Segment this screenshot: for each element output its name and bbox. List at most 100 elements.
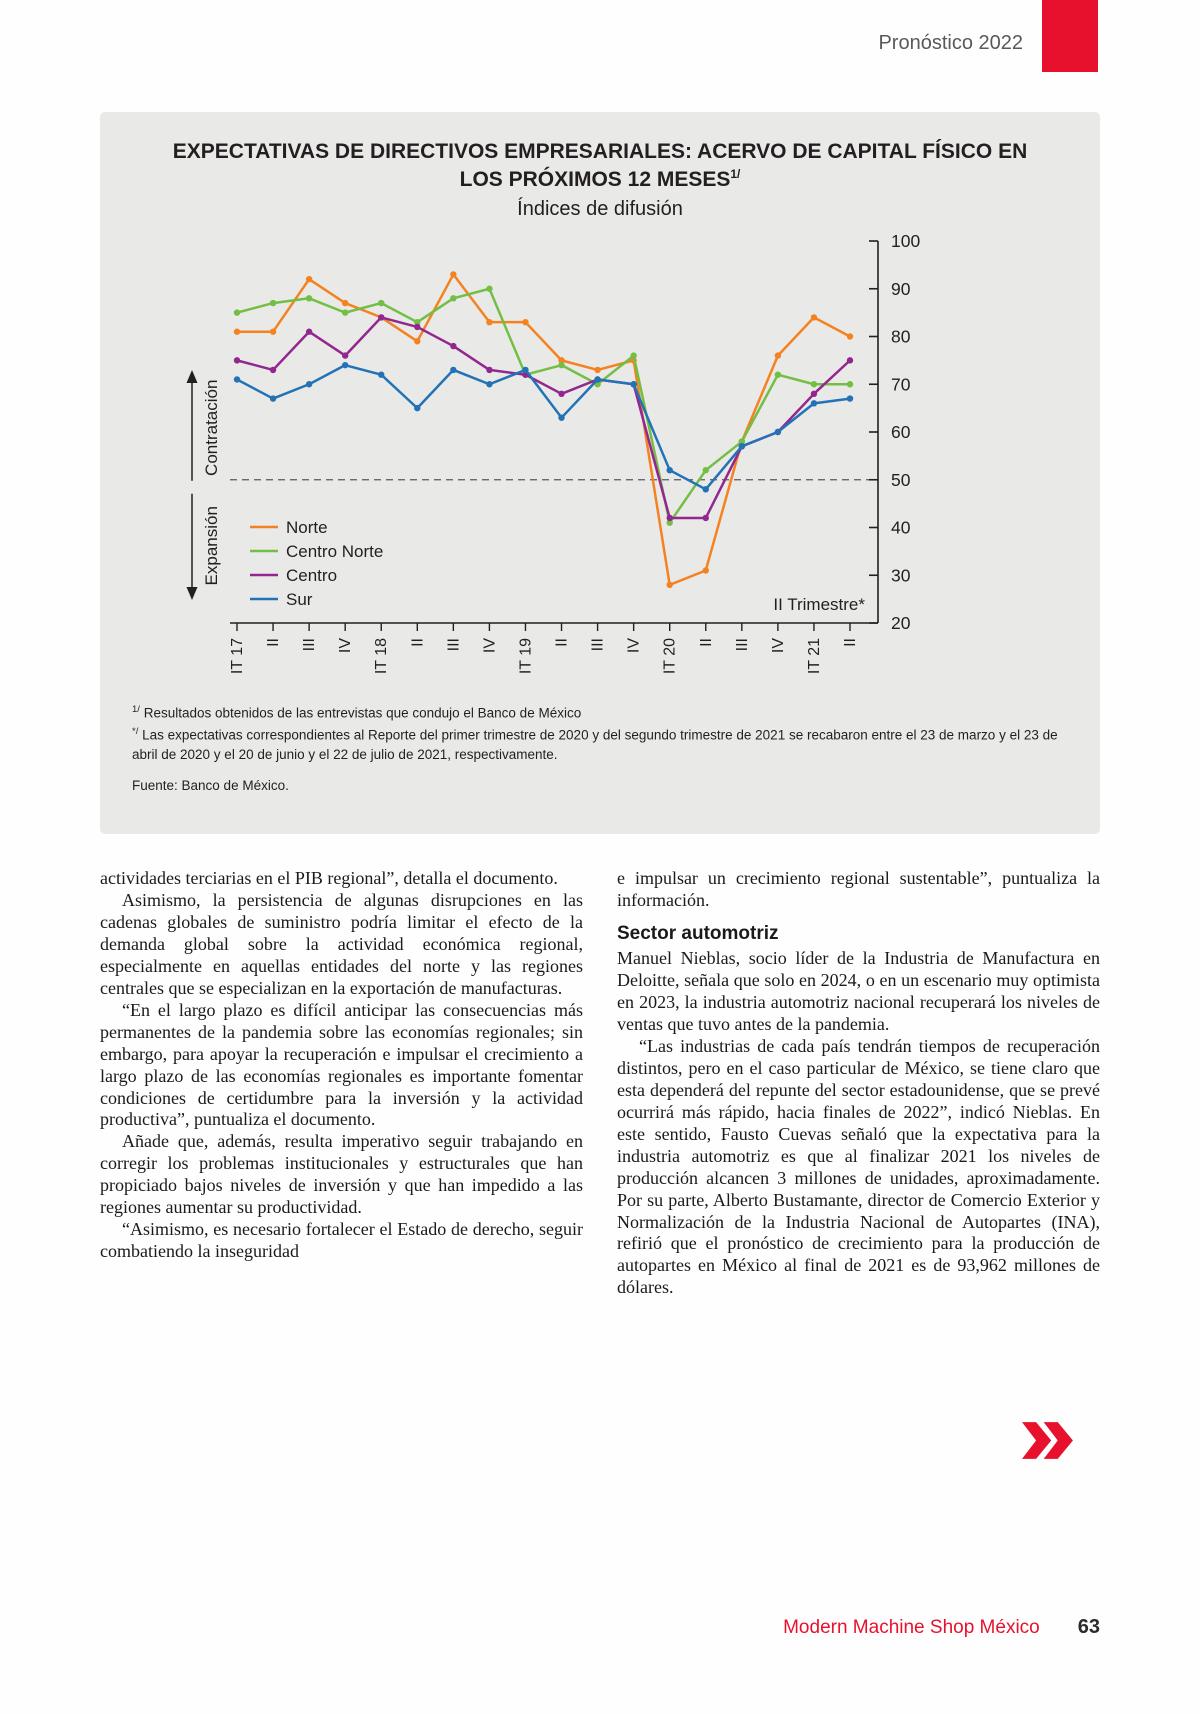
- y-tick-label: 70: [891, 374, 911, 394]
- data-point: [846, 332, 854, 340]
- data-point: [269, 366, 277, 373]
- data-point: [305, 275, 313, 283]
- data-point: [810, 313, 818, 321]
- y-tick-label: 20: [891, 613, 911, 633]
- data-point: [486, 380, 493, 388]
- page-number: 63: [1077, 1616, 1100, 1638]
- x-tick-label: II: [842, 638, 859, 647]
- series-line-centro: [235, 315, 852, 519]
- data-point: [594, 366, 601, 373]
- data-point: [522, 318, 529, 326]
- data-point: [522, 366, 529, 373]
- footnote-2: */ Las expectativas correspondientes al …: [132, 725, 1068, 765]
- data-point: [450, 366, 457, 373]
- data-point: [666, 581, 673, 588]
- data-point: [630, 380, 637, 388]
- data-point: [558, 414, 565, 421]
- chart-panel: EXPECTATIVAS DE DIRECTIVOS EMPRESARIALES…: [100, 112, 1100, 834]
- data-point: [630, 352, 637, 359]
- body-paragraph: “Asimismo, es necesario fortalecer el Es…: [100, 1219, 583, 1262]
- article-column-right: e impulsar un crecimiento regional suste…: [617, 868, 1100, 1299]
- x-tick-label: IV: [770, 637, 787, 652]
- series-line-norte: [235, 272, 852, 586]
- footnote-2-text: Las expectativas correspondientes al Rep…: [132, 727, 1058, 762]
- body-paragraph: Añade que, además, resulta imperativo se…: [100, 1131, 583, 1218]
- data-point: [702, 566, 709, 574]
- data-point: [450, 270, 457, 278]
- data-point: [414, 404, 421, 412]
- contratacion-label: Contratación: [202, 379, 221, 475]
- y-tick-label: 90: [891, 278, 911, 298]
- quarter-annotation: II Trimestre*: [773, 595, 865, 614]
- data-point: [233, 309, 241, 316]
- body-paragraph: “En el largo plazo es difícil anticipar …: [100, 999, 583, 1130]
- data-point: [846, 395, 854, 402]
- data-point: [846, 356, 854, 364]
- source-line: Fuente: Banco de México.: [132, 778, 289, 794]
- data-point: [846, 380, 854, 388]
- data-point: [233, 328, 241, 335]
- body-paragraph: actividades terciarias en el PIB regiona…: [100, 868, 558, 888]
- data-point: [486, 318, 493, 326]
- article-column-left: actividades terciarias en el PIB regiona…: [100, 868, 583, 1299]
- data-point: [486, 366, 493, 373]
- x-tick-label: IT 18: [373, 638, 390, 674]
- section-heading-sector-automotriz: Sector automotriz: [617, 922, 779, 944]
- expansion-label: Expansión: [202, 506, 221, 585]
- x-tick-label: IT 21: [806, 638, 823, 674]
- data-point: [486, 285, 493, 292]
- data-point: [738, 438, 746, 445]
- data-point: [558, 356, 565, 364]
- corner-accent-block: [1042, 0, 1098, 72]
- series-line-sur: [235, 363, 852, 491]
- footnote-1-marker: 1/: [132, 703, 140, 715]
- data-point: [810, 399, 818, 407]
- data-point: [702, 514, 709, 521]
- arrow-down-icon: [186, 586, 198, 600]
- chevron-icon: [1022, 1422, 1052, 1459]
- data-point: [233, 375, 241, 383]
- x-tick-label: III: [445, 638, 462, 651]
- y-tick-label: 50: [891, 469, 911, 489]
- x-tick-label: II: [554, 638, 571, 647]
- x-tick-label: III: [301, 638, 318, 651]
- legend-label: Centro: [286, 566, 337, 585]
- data-point: [378, 299, 385, 306]
- data-point: [594, 375, 601, 383]
- data-point: [702, 466, 709, 474]
- x-tick-label: II: [698, 638, 715, 647]
- chart-subtitle: Índices de difusión: [517, 197, 683, 220]
- footnote-2-marker: */: [132, 725, 139, 737]
- data-point: [378, 371, 385, 378]
- footnote-1-text: Resultados obtenidos de las entrevistas …: [139, 705, 582, 721]
- data-point: [702, 485, 709, 493]
- data-point: [414, 318, 421, 326]
- body-paragraph: Manuel Nieblas, socio líder de la Indust…: [617, 948, 1100, 1034]
- data-point: [305, 294, 313, 302]
- data-point: [558, 390, 565, 397]
- data-point: [774, 371, 782, 378]
- x-tick-label: IV: [337, 637, 354, 652]
- data-point: [341, 361, 349, 369]
- data-point: [233, 356, 241, 364]
- data-point: [450, 294, 457, 302]
- y-tick-label: 40: [891, 517, 911, 537]
- y-tick-label: 30: [891, 565, 911, 585]
- data-point: [305, 328, 313, 335]
- data-point: [774, 352, 782, 359]
- body-paragraph: Asimismo, la persistencia de algunas dis…: [100, 889, 583, 998]
- data-point: [558, 361, 565, 369]
- y-tick-label: 60: [891, 422, 911, 442]
- page-footer: Modern Machine Shop México 63: [100, 1616, 1100, 1639]
- data-point: [269, 328, 277, 335]
- x-tick-label: II: [409, 638, 426, 647]
- y-tick-label: 80: [891, 326, 911, 346]
- legend-label: Norte: [286, 518, 328, 537]
- x-tick-label: IT 20: [662, 638, 679, 674]
- body-paragraph: “Las industrias de cada país tendrán tie…: [617, 1035, 1100, 1298]
- legend-label: Centro Norte: [286, 542, 383, 561]
- x-tick-label: III: [734, 638, 751, 651]
- chevron-icon: [1043, 1422, 1073, 1459]
- chart-title: EXPECTATIVAS DE DIRECTIVOS EMPRESARIALES…: [170, 138, 1030, 195]
